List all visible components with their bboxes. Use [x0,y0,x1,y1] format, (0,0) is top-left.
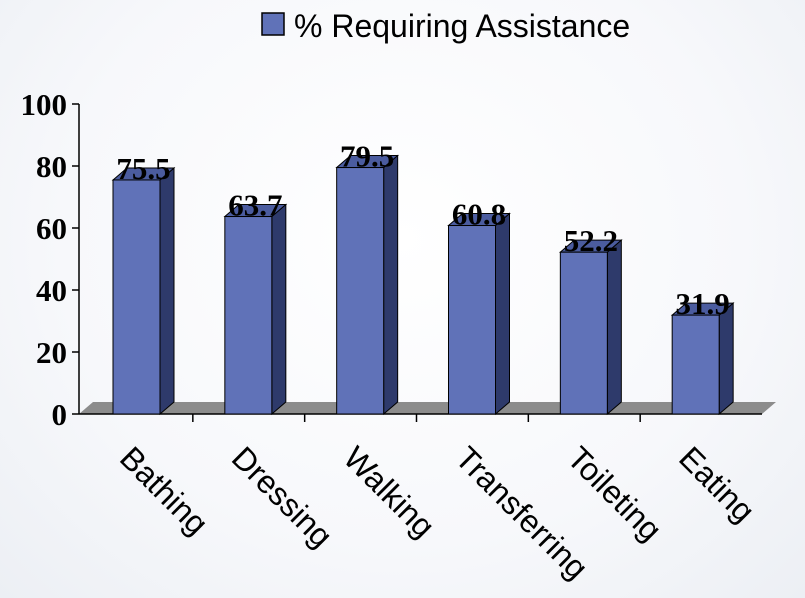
bar [671,314,720,415]
bar-side [159,166,175,416]
y-tick-label: 0 [52,397,68,432]
legend-swatch [261,12,285,36]
bar-side [271,203,287,416]
bar [336,167,385,415]
x-tick-label: Eating [672,439,762,529]
legend: % Requiring Assistance [261,8,630,44]
y-tick-label: 60 [36,211,67,246]
data-label: 63.7 [228,188,282,223]
y-tick-label: 80 [36,149,67,184]
plot-area: 0 20 40 60 80 100 75.5 Bathing 63.7 Dressing 79.5 W… [21,87,776,586]
bar [224,216,273,415]
x-tick-label: Walking [337,439,442,544]
data-label: 60.8 [452,197,506,232]
y-tick-label: 20 [36,335,67,370]
chart-floor [79,402,776,414]
y-tick-label: 40 [36,273,67,308]
y-tick-label: 100 [21,87,68,122]
bar-side [383,154,399,416]
bar-side [495,212,510,416]
data-label: 79.5 [340,139,394,174]
data-label: 75.5 [116,151,170,186]
bar [559,251,608,415]
bar-side [606,239,622,416]
data-label: 52.2 [564,223,618,258]
data-label: 31.9 [676,286,730,321]
x-tick-label: Toileting [560,439,668,547]
bar [448,225,496,415]
legend-label: % Requiring Assistance [294,8,630,44]
bar [112,179,161,415]
x-tick-label: Dressing [225,439,340,554]
x-tick-label: Bathing [113,439,215,541]
